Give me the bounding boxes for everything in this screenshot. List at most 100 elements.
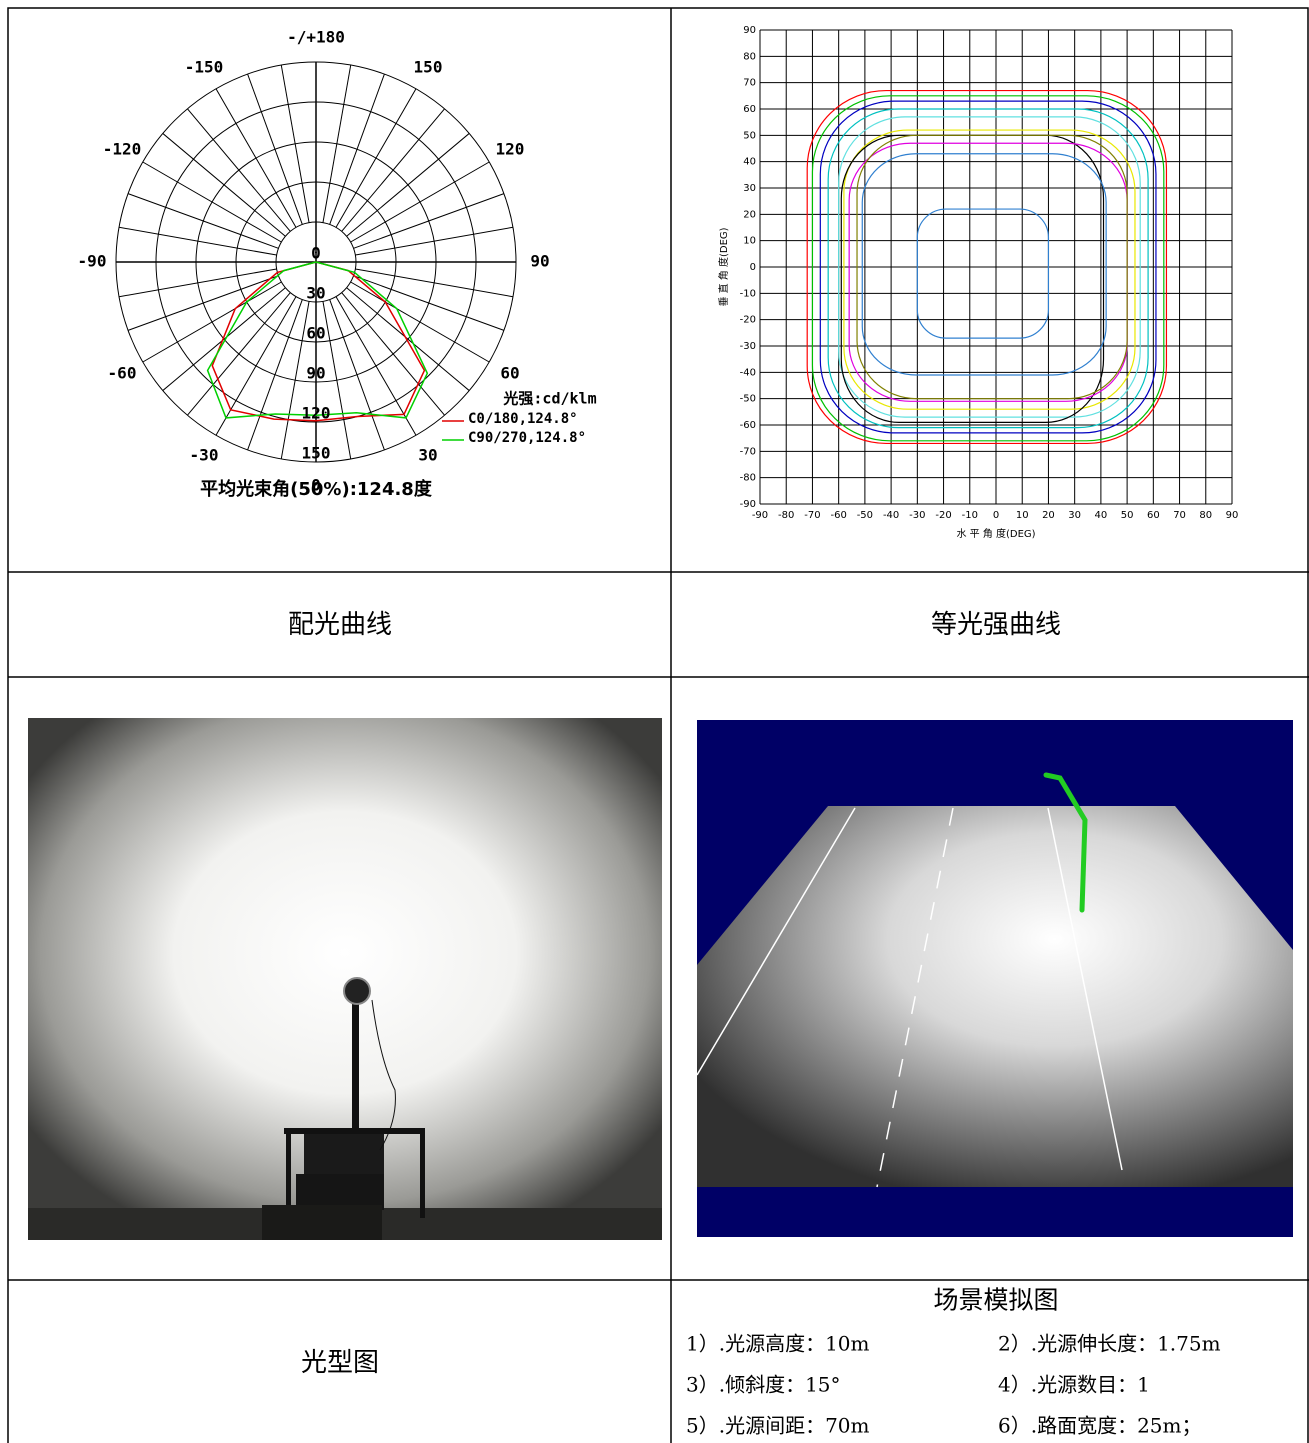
angle-tick-label: -/+180 [287,28,345,47]
caption: 光型图 [301,1348,379,1378]
spoke [355,226,514,256]
x-tick-label: 60 [1147,510,1160,521]
contour [806,89,1168,445]
y-tick-label: -30 [740,341,756,352]
y-tick-label: -20 [740,315,756,326]
x-tick-label: 80 [1199,510,1212,521]
x-tick-label: 20 [1042,510,1055,521]
contour [840,134,1105,423]
parameter: 4）.光源数目：1 [998,1373,1150,1397]
y-tick-label: -70 [740,446,756,457]
spoke [350,161,490,243]
spoke [353,275,505,331]
spoke [322,64,352,223]
spoke [127,275,279,331]
spoke [118,268,277,298]
parameter: 5）.光源间距：70m [686,1414,870,1438]
parameter: 6）.路面宽度：25m； [998,1414,1202,1438]
spoke [350,281,490,363]
contour [811,95,1165,442]
angle-tick-label: -30 [190,445,219,464]
x-tick-label: -30 [909,510,925,521]
x-tick-label: 30 [1068,510,1081,521]
y-tick-label: -10 [740,288,756,299]
radial-tick-label: 150 [302,444,331,463]
x-axis-title: 水 平 角 度(DEG) [956,527,1035,540]
y-tick-label: 20 [743,209,756,220]
scene-parameters: 1）.光源高度：10m 2）.光源伸长度：1.75m 3）.倾斜度：15° 4）.光源… [686,1332,1221,1438]
y-tick-label: 90 [743,25,756,36]
contour [838,116,1141,418]
spoke [280,64,310,223]
isocandela-chart: -90 -80 -70 -60 -50 -40 -30 -20 -10 0 10 20 30 40 50 60… [717,25,1238,540]
spoke [162,133,286,237]
radial-tick-label: 0 [311,244,321,263]
polar-chart: C0/180,124.8° C90/270,124.8° -/+180 -150 150… [78,28,597,501]
spoke [247,73,303,225]
x-tick-label: 50 [1121,510,1134,521]
spoke [329,73,385,225]
x-tick-label: -80 [778,510,794,521]
spoke [322,301,352,460]
beam-photo [28,718,662,1240]
y-tick-label: 10 [743,236,756,247]
spoke [162,287,286,391]
caption: 场景模拟图 [933,1286,1058,1315]
x-tick-label: 40 [1095,510,1108,521]
angle-tick-label: 0 [311,476,321,495]
radial-tick-label: 60 [306,324,325,343]
spoke [335,296,417,436]
spoke [187,292,291,416]
y-tick-label: 50 [743,130,756,141]
chart-footer: 平均光束角(50%):124.8度 [200,478,433,500]
y-tick-label: 80 [743,51,756,62]
spoke [142,281,282,363]
angle-tick-label: -120 [103,140,142,159]
angle-tick-label: 30 [418,445,437,464]
spoke [341,108,445,232]
contour [916,208,1050,339]
contour [827,108,1149,429]
spoke [118,226,277,256]
spoke [335,88,417,228]
caption: 等光强曲线 [931,610,1061,640]
intensity-curve [211,261,426,422]
contour [861,153,1107,376]
y-tick-label: 60 [743,104,756,115]
y-tick-label: -90 [740,499,756,510]
y-tick-label: 70 [743,78,756,89]
intensity-curve [206,261,429,419]
x-tick-label: -70 [804,510,820,521]
radial-tick-label: 120 [302,404,331,423]
angle-tick-label: -60 [108,364,137,383]
y-tick-label: -60 [740,420,756,431]
spoke [280,301,310,460]
y-tick-label: 40 [743,157,756,168]
angle-tick-label: 60 [500,364,519,383]
parameter: 3）.倾斜度：15° [686,1373,841,1397]
y-tick-label: 0 [750,262,756,273]
parameter: 1）.光源高度：10m [686,1332,870,1356]
legend-label: C90/270,124.8° [468,430,586,446]
spoke [142,161,282,243]
x-tick-label: -50 [857,510,873,521]
radial-tick-label: 30 [306,284,325,303]
spoke [355,268,514,298]
y-tick-label: -80 [740,473,756,484]
x-tick-label: 0 [993,510,999,521]
x-tick-label: 90 [1226,510,1239,521]
x-tick-label: -20 [935,510,951,521]
y-tick-label: -40 [740,367,756,378]
scene-image [696,720,1293,1237]
x-tick-label: -10 [962,510,978,521]
x-tick-label: -60 [830,510,846,521]
radial-tick-label: 90 [306,364,325,383]
y-tick-label: -50 [740,394,756,405]
spoke [215,88,297,228]
spoke [346,287,470,391]
x-tick-label: -40 [883,510,899,521]
contour [819,100,1157,434]
y-axis-title: 垂 直 角 度(DEG) [717,227,730,306]
spoke [247,299,303,451]
